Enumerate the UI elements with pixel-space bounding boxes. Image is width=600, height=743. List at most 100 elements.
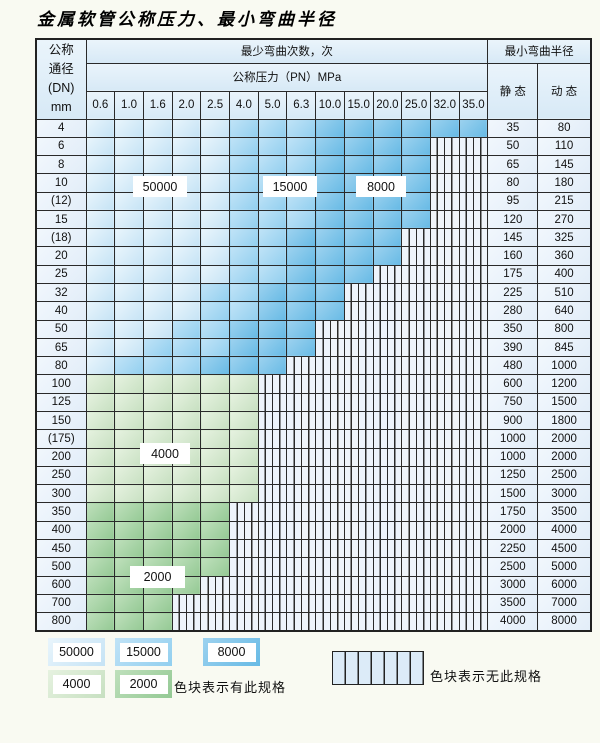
cycle-cell [343,118,374,138]
cycle-cell [458,319,489,339]
table-row-dn-25: 25 175 400 [35,264,592,285]
cycle-cell [372,502,403,522]
cycle-cell [200,593,231,614]
dynamic-radius-cell: 4500 [537,538,592,559]
cycle-cell [429,228,460,248]
dynamic-radius-cell: 400 [537,264,592,285]
dn-cell: 32 [35,283,87,303]
cycle-cell [343,465,374,486]
band-label-50000: 50000 [133,176,187,197]
cycle-cell [171,118,202,138]
cycle-cell [372,392,403,413]
table-row-dn-250: 250 1250 2500 [35,465,592,486]
cycle-cell [85,593,116,614]
static-radius-cell: 65 [487,155,539,175]
cycle-cell [257,484,288,504]
dynamic-radius-cell: 215 [537,191,592,211]
cycle-cell [429,337,460,358]
cycle-cell [286,319,317,339]
cycle-cell [257,155,288,175]
cycle-cell [286,392,317,413]
cycle-cell [315,593,345,614]
dynamic-radius-cell: 270 [537,209,592,230]
cycle-cell [114,593,144,614]
cycle-cell [372,575,403,595]
cycle-cell [315,374,345,394]
cycle-cell [200,356,231,376]
cycle-cell [85,612,116,632]
cycle-cell [200,209,231,230]
table-row-dn-8: 8 65 145 [35,155,592,175]
band-label-8000: 8000 [356,176,406,197]
cycle-cell [286,301,317,321]
cycle-cell [142,374,173,394]
static-radius-cell: 4000 [487,612,539,632]
cycle-cell [372,465,403,486]
cycle-cell [257,429,288,449]
cycle-cell [458,484,489,504]
dynamic-radius-cell: 510 [537,283,592,303]
legend-swatch-label: 2000 [119,674,168,694]
static-radius-cell: 225 [487,283,539,303]
cycle-cell [286,538,317,559]
static-radius-cell: 160 [487,246,539,266]
cycle-cell [114,465,144,486]
cycle-cell [257,337,288,358]
cycle-cell [257,118,288,138]
cycle-cell [257,209,288,230]
table-row-dn-6: 6 50 110 [35,136,592,157]
dn-cell: 800 [35,612,87,632]
cycle-cell [114,502,144,522]
cycle-cell [142,502,173,522]
dn-cell: 400 [35,520,87,540]
dynamic-radius-cell: 7000 [537,593,592,614]
cycle-cell [171,228,202,248]
cycle-cell [401,593,431,614]
dn-header-line: (DN) [48,81,75,96]
legend-swatch-label: 4000 [52,674,101,694]
cycle-cell [171,502,202,522]
cycle-cell [229,429,259,449]
cycle-cell [257,447,288,467]
cycle-cell [257,557,288,577]
dn-cell: 20 [35,246,87,266]
cycle-cell [343,136,374,157]
cycle-cell [343,575,374,595]
dn-cell: 500 [35,557,87,577]
spec-table: 公称 通径 (DN) mm 最少弯曲次数，次 最小弯曲半径 公称压力（PN）MPa 静 态动 … [35,38,592,632]
cycle-cell [458,575,489,595]
cycle-cell [229,264,259,285]
cycle-cell [343,155,374,175]
cycle-cell [286,465,317,486]
cycle-cell [171,484,202,504]
cycle-cell [343,337,374,358]
cycle-cell [343,447,374,467]
dynamic-radius-cell: 145 [537,155,592,175]
cycle-cell [458,191,489,211]
cycle-cell [257,246,288,266]
cycle-cell [458,301,489,321]
cycle-cell [200,319,231,339]
cycle-cell [229,593,259,614]
cycle-cell [257,502,288,522]
cycle-cell [458,118,489,138]
cycle-cell [286,612,317,632]
cycle-cell [114,484,144,504]
static-radius-cell: 350 [487,319,539,339]
static-column-header: 静 态 [487,62,539,120]
cycle-cell [315,520,345,540]
cycle-cell [429,264,460,285]
cycle-cell [200,283,231,303]
table-row-dn-80: 80 480 1000 [35,356,592,376]
cycle-cell [458,173,489,193]
cycle-cell [229,447,259,467]
legend-no-spec-text: 色块表示无此规格 [430,669,543,684]
cycle-cell [257,465,288,486]
cycle-cell [114,410,144,431]
cycle-cell [401,319,431,339]
dynamic-radius-cell: 1500 [537,392,592,413]
dn-cell: 700 [35,593,87,614]
dn-cell: (12) [35,191,87,211]
cycle-cell [229,246,259,266]
cycle-cell [142,356,173,376]
